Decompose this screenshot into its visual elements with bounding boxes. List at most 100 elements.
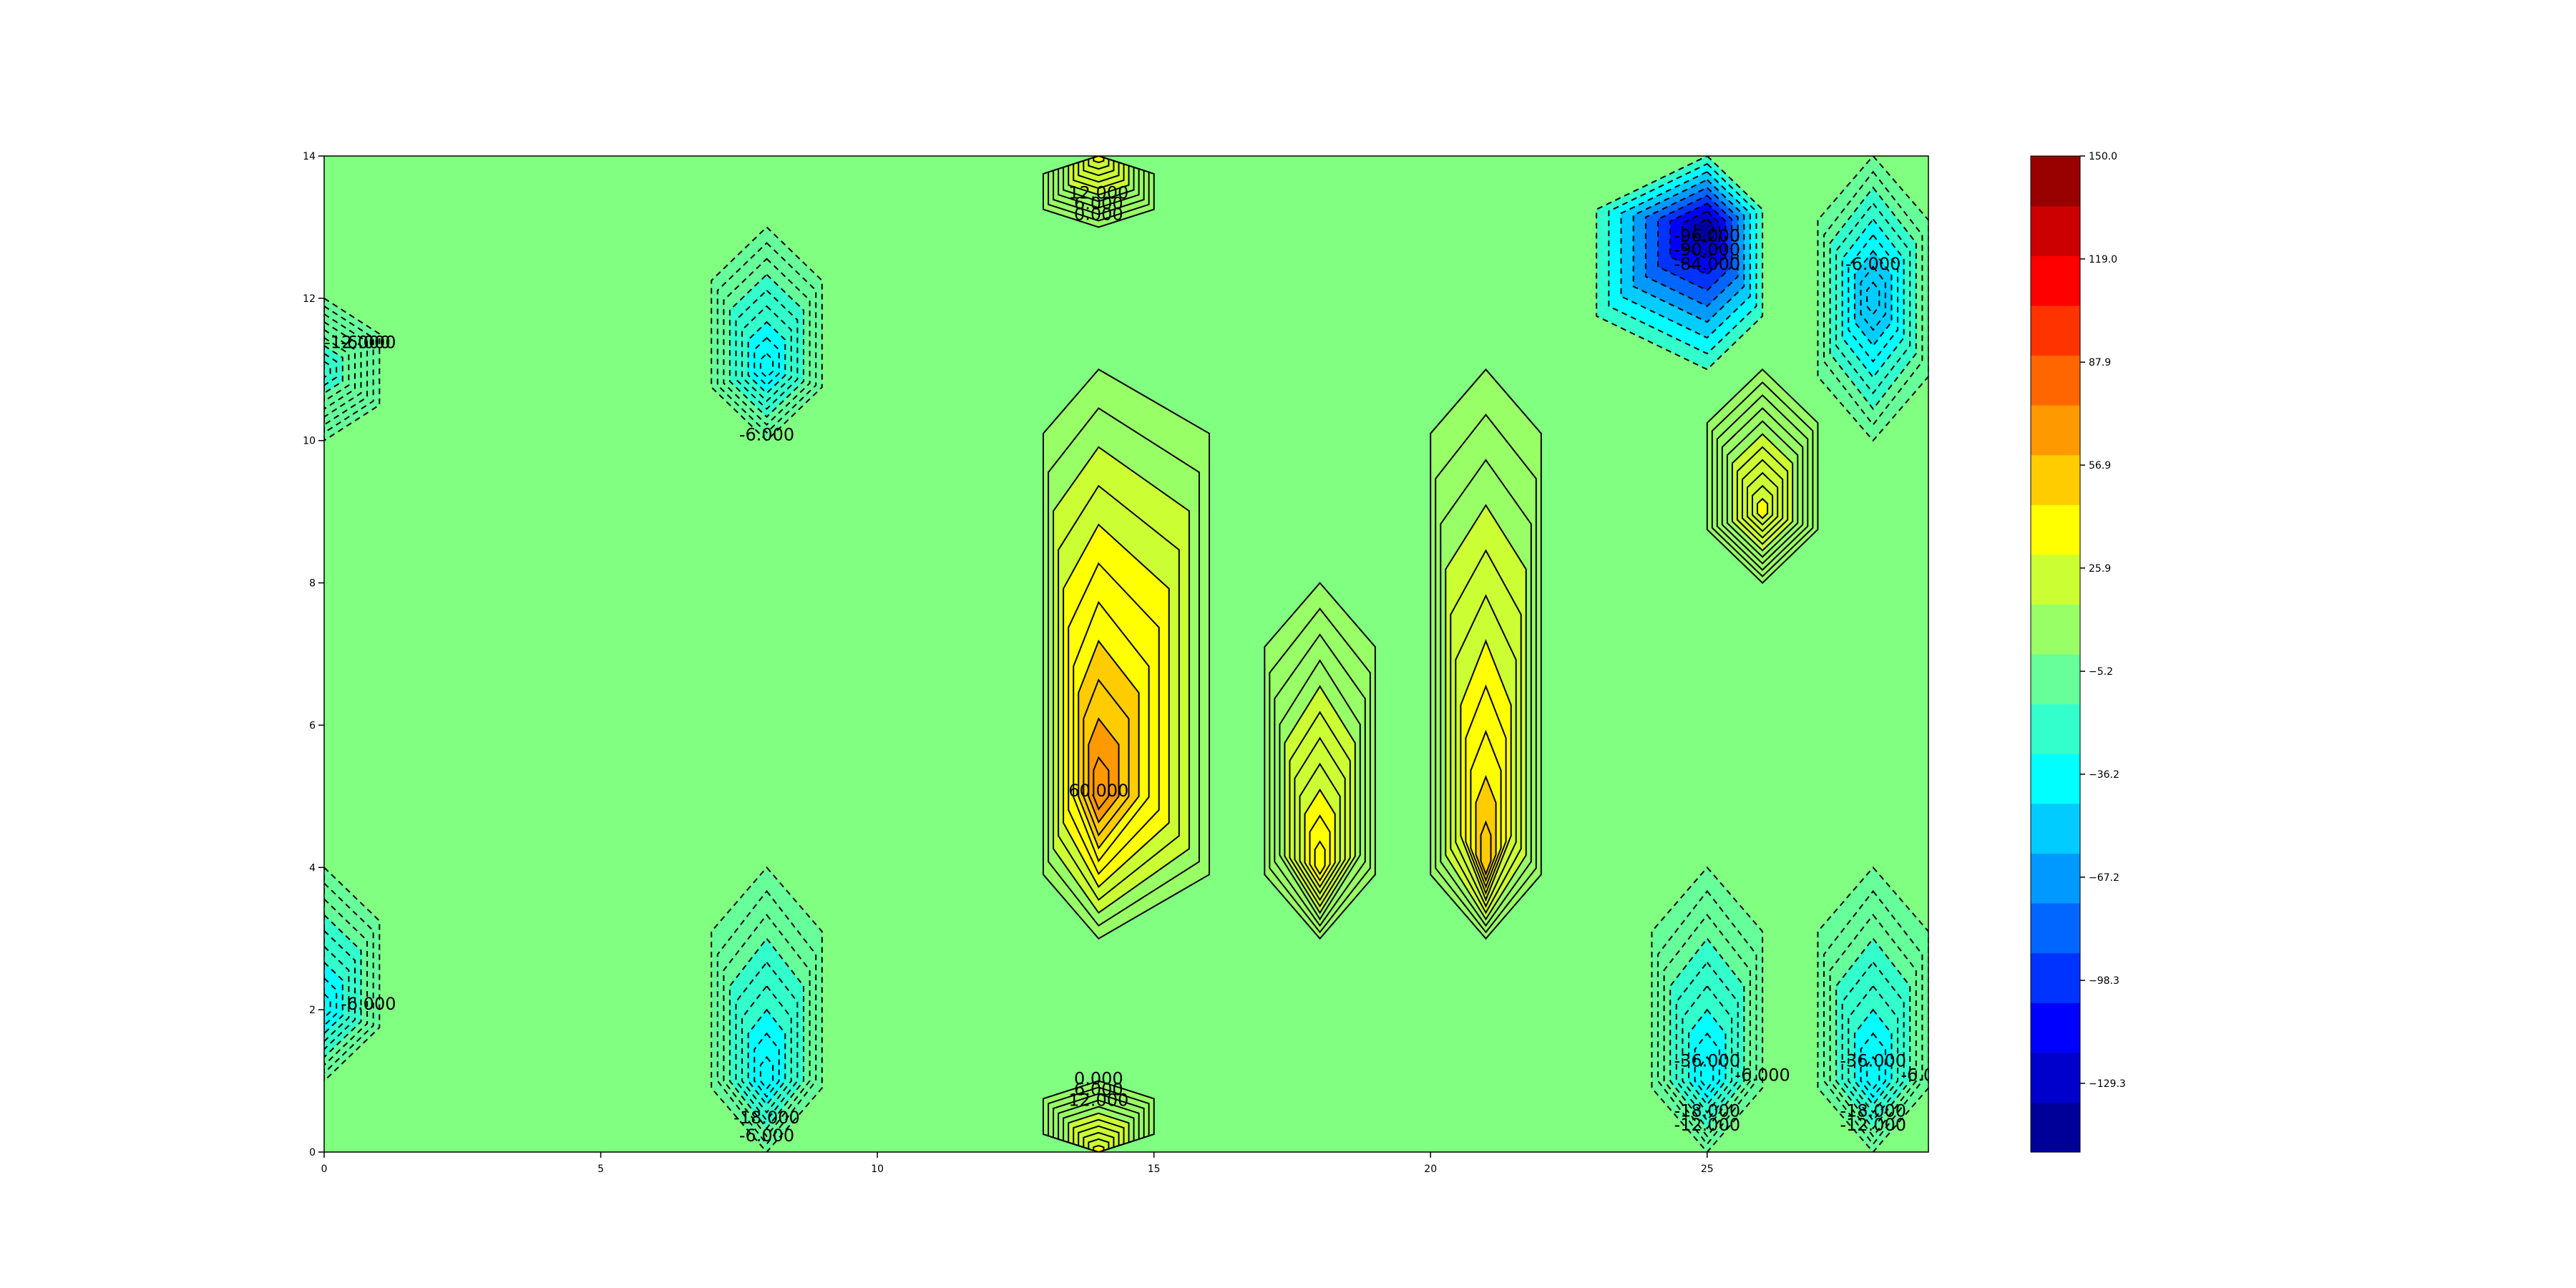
y-tick-label: 8 — [309, 578, 316, 590]
colorbar-swatch — [2031, 405, 2080, 456]
colorbar-swatch — [2031, 156, 2080, 207]
contour-label: 12.000 — [1068, 1090, 1128, 1110]
contour-label: 0.000 — [1074, 205, 1123, 225]
colorbar-tick-label: −36.2 — [2089, 769, 2119, 781]
contour-label: -90.000 — [1674, 240, 1740, 260]
colorbar-swatch — [2031, 703, 2080, 754]
feature-peak-x18 — [1264, 582, 1376, 940]
colorbar-swatch — [2031, 952, 2080, 1003]
colorbar-swatch — [2031, 853, 2080, 904]
y-tick-label: 0 — [309, 1147, 316, 1158]
feature-trough-x8-bottom — [711, 866, 823, 1152]
colorbar-swatch — [2031, 255, 2080, 306]
y-tick-label: 4 — [309, 862, 316, 874]
colorbar-swatch — [2031, 903, 2080, 954]
colorbar-swatch — [2031, 355, 2080, 406]
contour-label: -36.000 — [1840, 1051, 1906, 1071]
feature-trough-x25-top — [1596, 156, 1764, 371]
feature-trough-x28-top — [1817, 156, 1928, 442]
contour-ring — [324, 361, 331, 379]
contour-ring — [1694, 218, 1714, 244]
colorbar-swatch — [2031, 205, 2080, 256]
colorbar-swatch — [2031, 604, 2080, 655]
colorbar-tick-label: 87.9 — [2089, 357, 2111, 369]
contour-label: -36.000 — [1674, 1051, 1740, 1071]
contour-ring — [1093, 1144, 1105, 1152]
colorbar-tick-label: 150.0 — [2089, 151, 2117, 162]
colorbar-swatch — [2031, 305, 2080, 356]
contour-label: -6.000 — [1901, 1065, 1956, 1085]
feature-peak-x14-bottom — [1043, 1080, 1155, 1152]
contour-label: -84.000 — [1674, 254, 1740, 274]
contour-ring — [1866, 1055, 1880, 1091]
colorbar-tick-label: −129.3 — [2089, 1078, 2126, 1090]
y-tick-label: 10 — [303, 436, 316, 447]
x-tick-label: 5 — [597, 1163, 604, 1175]
x-tick-label: 10 — [871, 1163, 884, 1175]
colorbar-tick-label: −67.2 — [2089, 872, 2119, 884]
x-tick-label: 15 — [1148, 1163, 1161, 1175]
contour-ring — [1480, 820, 1492, 877]
contour-ring — [1093, 156, 1105, 164]
contour-labels: 12.0006.0000.0000.0006.00012.000-6.000-1… — [324, 183, 1956, 1146]
contour-features — [324, 156, 1928, 1152]
contour-label: -18.000 — [1840, 1101, 1906, 1121]
contour-ring — [1866, 281, 1880, 316]
contour-ring — [1700, 1055, 1714, 1091]
contour-label: -12.000 — [1674, 1115, 1740, 1135]
feature-trough-x28-bottom — [1817, 866, 1928, 1152]
colorbar-tick-label: 25.9 — [2089, 563, 2111, 575]
contour-ring — [759, 1055, 774, 1091]
x-tick-label: 0 — [321, 1163, 328, 1175]
colorbar-swatch — [2031, 1052, 2080, 1103]
y-tick-label: 2 — [309, 1005, 316, 1016]
y-tick-label: 6 — [309, 720, 316, 731]
feature-peak-x14 — [1043, 369, 1210, 940]
contour-ring — [324, 992, 331, 1019]
colorbar-frame — [2030, 155, 2081, 1153]
y-tick-label: 12 — [303, 293, 316, 305]
colorbar-tick-label: −98.3 — [2089, 975, 2119, 987]
contour-label: -6.000 — [1735, 1065, 1790, 1085]
x-tick-label: 25 — [1701, 1163, 1714, 1175]
feature-peak-x14-top — [1043, 156, 1155, 228]
colorbar-tick-label: −5.2 — [2089, 666, 2113, 678]
feature-peak-x26 — [1706, 368, 1819, 584]
colorbar-swatch — [2031, 504, 2080, 555]
contour-ring — [1757, 497, 1769, 519]
plot-frame — [323, 155, 1929, 1153]
y-tick-label: 14 — [303, 151, 316, 162]
contour-label: -6.000 — [1845, 254, 1901, 274]
contour-label: -6.000 — [341, 994, 396, 1014]
colorbar-swatch — [2031, 753, 2080, 804]
colorbar-swatch — [2031, 654, 2080, 705]
contour-label: 6.000 — [1074, 194, 1123, 214]
feature-trough-x25-bottom — [1651, 866, 1764, 1152]
contour-ring — [759, 352, 774, 379]
contour-label: 6.000 — [1074, 1080, 1123, 1100]
colorbar-tick-label: 119.0 — [2089, 254, 2117, 265]
contour-label: -96.000 — [1674, 225, 1740, 245]
x-tick-label: 20 — [1424, 1163, 1437, 1175]
contour-label: 0.000 — [1074, 1069, 1123, 1089]
contour-label: -12.000 — [324, 333, 391, 353]
axes: 0 5 10 15 20 25 0 2 4 6 8 10 12 14 — [303, 151, 1929, 1175]
colorbar-swatch — [2031, 454, 2080, 505]
feature-trough-x8-top — [711, 226, 823, 442]
contour-label: -12.000 — [1840, 1115, 1906, 1135]
contour-label: -6.000 — [739, 1126, 794, 1146]
feature-trough-x0-bottom — [324, 866, 381, 1082]
contour-label: -18.000 — [1674, 1101, 1740, 1121]
colorbar-swatch — [2031, 1002, 2080, 1053]
colorbar-tick-label: 56.9 — [2089, 460, 2111, 472]
feature-peak-x21 — [1430, 368, 1542, 940]
feature-trough-x0-top — [324, 297, 381, 441]
contour-ring — [1093, 756, 1110, 811]
contour-ring — [1314, 840, 1326, 876]
contour-label: -18.000 — [733, 1108, 800, 1128]
colorbar-swatch — [2031, 1102, 2080, 1153]
contour-label: 60.000 — [1068, 781, 1128, 801]
colorbar-swatch — [2031, 803, 2080, 854]
colorbar: 150.0 119.0 87.9 56.9 25.9 −5.2 −36.2 −67.2 −98.… — [2030, 151, 2126, 1153]
